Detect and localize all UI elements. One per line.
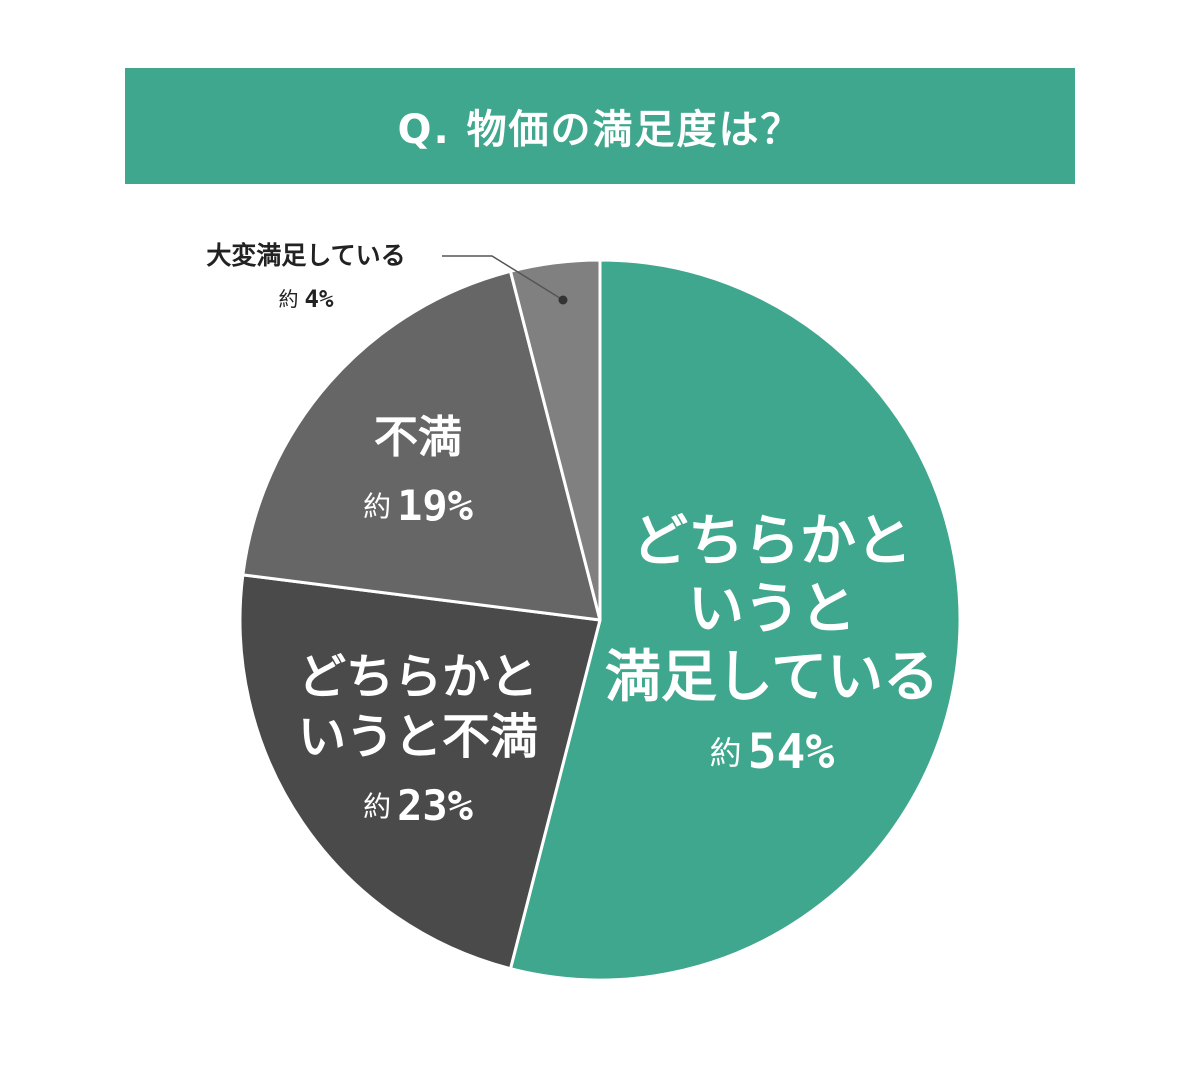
- percent-prefix: 約: [279, 287, 299, 311]
- percent-value: 23%: [397, 781, 473, 830]
- percent-value: 19%: [397, 481, 473, 530]
- pie-slices: [238, 258, 962, 982]
- pie-slice-1: [508, 258, 962, 982]
- slice-label-3: 不満約 19%: [363, 412, 473, 530]
- pie-slice-4: [508, 258, 602, 622]
- percent-prefix: 約: [363, 790, 391, 823]
- leader-line: [442, 255, 564, 301]
- percent-prefix: 約: [363, 490, 391, 523]
- slice-percent-label: 約 4%: [279, 285, 334, 313]
- pie-slice-2: [238, 573, 602, 971]
- title-banner: Q. 物価の満足度は？: [125, 68, 1075, 184]
- slice-label-line: 不満: [374, 412, 462, 463]
- pie-slice-3: [241, 269, 602, 622]
- slice-label-line: いうと不満: [298, 709, 538, 765]
- percent-value: 54%: [748, 724, 835, 780]
- slice-percent-label: 約 19%: [363, 481, 473, 530]
- slice-label-line: 満足している: [605, 645, 939, 710]
- slice-label-line: 大変満足している: [206, 241, 405, 270]
- leader-dot: [558, 295, 568, 305]
- percent-value: 4%: [305, 285, 334, 313]
- slice-percent-label: 約 54%: [710, 724, 835, 780]
- slice-label-line: どちらかと: [632, 509, 912, 574]
- percent-prefix: 約: [710, 734, 742, 772]
- slice-label-line: いうと: [688, 577, 856, 642]
- chart-title: Q. 物価の満足度は？: [397, 107, 803, 153]
- slice-label-line: どちらかと: [298, 649, 538, 705]
- slice-percent-label: 約 23%: [363, 781, 473, 830]
